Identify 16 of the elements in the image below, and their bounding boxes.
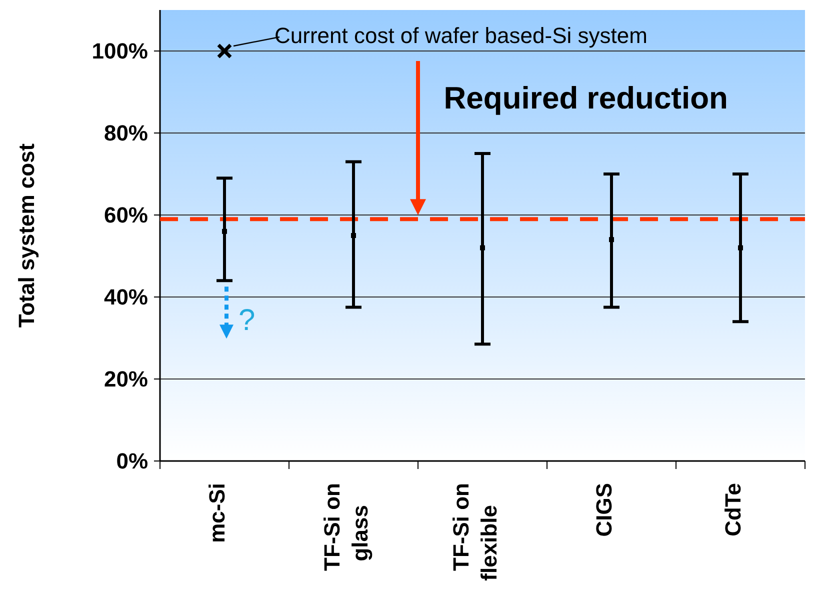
x-tick-label: CdTe (720, 483, 746, 536)
y-tick-label: 0% (116, 448, 148, 474)
y-axis-title: Total system cost (14, 142, 39, 328)
y-tick-label: 40% (104, 284, 148, 310)
y-tick-label: 20% (104, 366, 148, 392)
annotation: Current cost of wafer based-Si system (274, 23, 648, 48)
y-tick-label: 100% (92, 38, 148, 64)
x-tick-label: CIGS (592, 483, 616, 537)
y-tick-label: 60% (104, 202, 148, 228)
x-tick-label: TF-Si on glass (320, 483, 372, 571)
x-tick-label: TF-Si on flexible (448, 483, 502, 581)
annotation: Required reduction (444, 80, 728, 116)
annotation: ? (238, 304, 256, 337)
y-tick-label: 80% (104, 120, 148, 146)
point (216, 43, 232, 59)
x-tick-label: mc-Si (204, 483, 230, 543)
